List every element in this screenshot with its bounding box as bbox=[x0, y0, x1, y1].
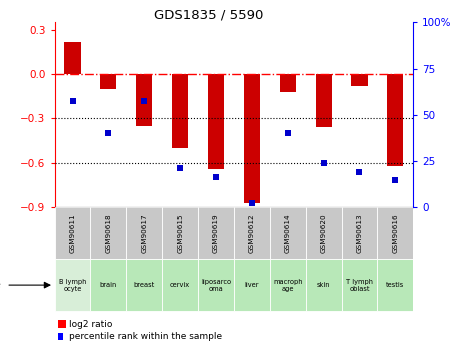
Bar bbox=[315, 74, 332, 127]
Bar bbox=[162, 259, 198, 311]
Bar bbox=[306, 207, 342, 259]
Text: GSM90618: GSM90618 bbox=[105, 213, 112, 253]
Bar bbox=[306, 259, 342, 311]
Text: GSM90613: GSM90613 bbox=[356, 213, 362, 253]
Bar bbox=[342, 207, 378, 259]
Text: GSM90615: GSM90615 bbox=[177, 213, 183, 253]
Text: GSM90614: GSM90614 bbox=[285, 213, 291, 253]
Text: GSM90620: GSM90620 bbox=[321, 213, 327, 253]
Text: GSM90611: GSM90611 bbox=[69, 213, 76, 253]
Bar bbox=[126, 259, 162, 311]
Text: GSM90612: GSM90612 bbox=[249, 213, 255, 253]
Text: cell line: cell line bbox=[0, 280, 1, 290]
Text: brain: brain bbox=[100, 282, 117, 288]
Bar bbox=[352, 74, 368, 86]
Bar bbox=[208, 74, 224, 169]
Text: B lymph
ocyte: B lymph ocyte bbox=[59, 279, 86, 292]
Text: liver: liver bbox=[245, 282, 259, 288]
Bar bbox=[234, 259, 270, 311]
Bar bbox=[270, 207, 306, 259]
Bar bbox=[126, 207, 162, 259]
Text: breast: breast bbox=[133, 282, 155, 288]
Text: liposarco
oma: liposarco oma bbox=[201, 279, 231, 292]
Bar bbox=[172, 74, 188, 148]
Text: skin: skin bbox=[317, 282, 330, 288]
Bar bbox=[58, 333, 63, 340]
Bar bbox=[162, 207, 198, 259]
Bar bbox=[55, 207, 91, 259]
Bar bbox=[58, 320, 66, 328]
Bar bbox=[65, 42, 81, 74]
Text: GDS1835 / 5590: GDS1835 / 5590 bbox=[154, 9, 264, 22]
Text: percentile rank within the sample: percentile rank within the sample bbox=[69, 332, 222, 341]
Text: GSM90619: GSM90619 bbox=[213, 213, 219, 253]
Bar bbox=[387, 74, 403, 166]
Bar bbox=[100, 74, 116, 89]
Text: GSM90617: GSM90617 bbox=[141, 213, 147, 253]
Bar bbox=[270, 259, 306, 311]
Bar bbox=[198, 259, 234, 311]
Bar bbox=[378, 207, 413, 259]
Text: testis: testis bbox=[386, 282, 404, 288]
Bar bbox=[91, 207, 126, 259]
Bar bbox=[244, 74, 260, 203]
Bar bbox=[55, 259, 91, 311]
Bar bbox=[234, 207, 270, 259]
Bar bbox=[280, 74, 296, 92]
Text: log2 ratio: log2 ratio bbox=[69, 320, 113, 329]
Bar bbox=[378, 259, 413, 311]
Bar bbox=[91, 259, 126, 311]
Bar bbox=[198, 207, 234, 259]
Bar bbox=[342, 259, 378, 311]
Text: T lymph
oblast: T lymph oblast bbox=[346, 279, 373, 292]
Bar bbox=[136, 74, 152, 126]
Text: GSM90616: GSM90616 bbox=[392, 213, 399, 253]
Text: macroph
age: macroph age bbox=[273, 279, 303, 292]
Text: cervix: cervix bbox=[170, 282, 190, 288]
